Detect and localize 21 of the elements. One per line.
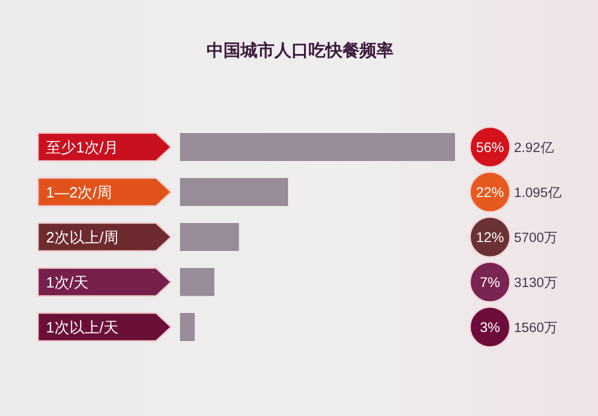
data-label: 7%	[480, 274, 500, 290]
text: 1.095亿	[514, 185, 562, 200]
text: 3130万	[514, 275, 558, 290]
bar	[180, 223, 239, 251]
bar	[180, 313, 195, 341]
data-label: 56%	[476, 139, 504, 155]
y-tick-label: 至少1次/月	[46, 140, 119, 156]
y-tick-label: 1次以上/天	[46, 320, 119, 336]
bar	[180, 178, 288, 206]
y-tick-label: 1—2次/周	[46, 184, 112, 202]
text: 1560万	[514, 320, 558, 335]
text: 5700万	[514, 230, 558, 245]
text: 2.92亿	[514, 140, 554, 155]
chart-title: 中国城市人口吃快餐频率	[206, 41, 394, 60]
data-label: 3%	[480, 319, 500, 335]
bar	[180, 268, 214, 296]
data-label: 12%	[476, 229, 504, 245]
data-label: 22%	[476, 184, 504, 200]
y-tick-label: 2次以上/周	[46, 230, 119, 246]
y-tick-label: 1次/天	[46, 274, 89, 292]
bar	[180, 133, 455, 161]
